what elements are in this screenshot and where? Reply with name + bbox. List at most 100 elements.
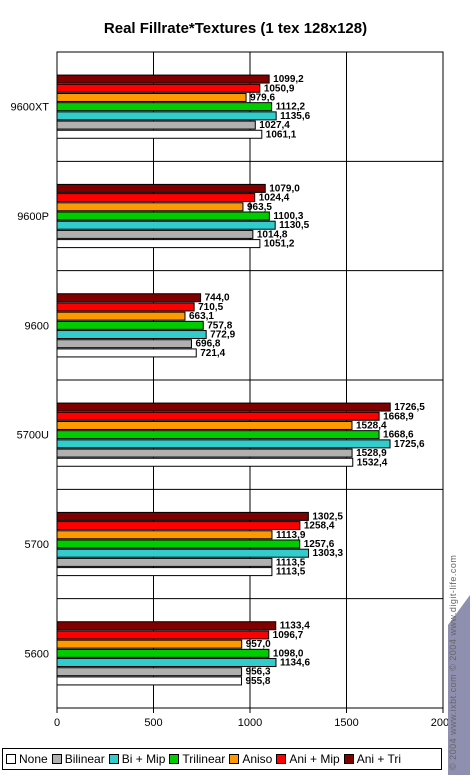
data-label: 1303,3 [313, 548, 344, 559]
legend-label: Ani + Mip [289, 752, 340, 766]
bar [56, 457, 354, 467]
x-tick-label: 1500 [334, 717, 358, 729]
legend-label: Aniso [242, 752, 273, 766]
bar [56, 74, 270, 84]
category-label: 5700U [17, 430, 49, 442]
legend-label: Bi + Mip [121, 752, 166, 766]
data-label: 1257,6 [304, 539, 335, 550]
bar [56, 648, 270, 658]
data-label: 1113,5 [276, 557, 306, 568]
bar [56, 448, 353, 458]
data-label: 772,9 [210, 330, 235, 341]
legend-item: Trilinear [169, 752, 225, 766]
data-label: 710,5 [198, 302, 223, 313]
bar [56, 229, 254, 239]
data-label: 963,5 [247, 202, 272, 213]
data-label: 1668,9 [383, 411, 414, 422]
legend-label: Trilinear [182, 752, 226, 766]
bar [56, 220, 276, 230]
bar [56, 129, 263, 139]
bar [56, 193, 256, 203]
legend: None Bilinear Bi + Mip Trilinear Aniso Ani + … [2, 748, 442, 770]
bar [56, 330, 207, 340]
bar [56, 539, 301, 549]
data-label: 663,1 [189, 311, 214, 322]
data-label: 955,8 [245, 676, 270, 687]
bar [56, 339, 192, 349]
data-label: 1258,4 [304, 521, 335, 532]
data-label: 957,0 [246, 639, 271, 650]
bar [56, 658, 277, 668]
bar [56, 511, 309, 521]
data-label: 1134,6 [280, 658, 310, 669]
category-label: 9600 [25, 320, 49, 332]
bar [56, 293, 202, 303]
data-label: 1528,4 [356, 420, 387, 431]
data-label: 1096,7 [273, 630, 304, 641]
bar [56, 530, 273, 540]
data-label: 1532,4 [357, 457, 388, 468]
bar [56, 120, 256, 130]
data-label: 744,0 [205, 293, 230, 304]
chart-title: Real Fillrate*Textures (1 tex 128x128) [103, 20, 368, 37]
bar [56, 111, 277, 121]
bar [56, 639, 243, 649]
bar [56, 211, 270, 221]
bar [56, 311, 186, 321]
category-label: 9600P [17, 211, 49, 223]
legend-swatch [276, 754, 287, 764]
legend-item: Bilinear [51, 752, 105, 766]
legend-swatch [6, 754, 16, 764]
legend-item: Ani + Tri [343, 752, 402, 766]
bar [56, 92, 247, 102]
data-label: 1027,4 [259, 120, 290, 131]
data-label: 1113,5 [276, 567, 306, 578]
bar [56, 411, 380, 421]
data-label: 1133,4 [280, 621, 310, 632]
bar [56, 202, 244, 212]
category-label: 5600 [25, 648, 49, 660]
data-label: 1024,4 [259, 193, 290, 204]
category-label: 9600XT [10, 102, 49, 114]
data-label: 757,8 [207, 320, 232, 331]
data-label: 956,3 [246, 667, 271, 678]
bar [56, 630, 270, 640]
data-label: 1112,2 [276, 102, 306, 113]
category-label: 5700 [25, 539, 49, 551]
legend-item: Aniso [229, 752, 272, 766]
x-tick-label: 0 [54, 717, 60, 729]
bar [56, 183, 266, 193]
bar [56, 557, 273, 567]
watermark-text: © 2004 www.ixbt.com © 2004 www.digit-lif… [448, 554, 458, 770]
data-label: 1100,3 [273, 211, 303, 222]
bar [56, 83, 261, 93]
bar [56, 548, 310, 558]
bar [56, 420, 353, 430]
bar [56, 402, 391, 412]
data-label: 721,4 [200, 348, 225, 359]
bar [56, 621, 277, 631]
legend-item: None [6, 752, 48, 766]
bar [56, 348, 197, 358]
data-label: 1050,9 [264, 83, 295, 94]
data-label: 1061,1 [266, 129, 297, 140]
x-tick-label: 500 [144, 717, 162, 729]
data-label: 1113,9 [276, 530, 306, 541]
data-label: 1130,5 [279, 220, 309, 231]
data-label: 1302,5 [312, 511, 343, 522]
bar [56, 302, 195, 312]
legend-label: Ani + Tri [356, 752, 402, 766]
legend-item: Ani + Mip [276, 752, 340, 766]
data-label: 1051,2 [264, 239, 295, 250]
bar [56, 567, 273, 577]
bar [56, 102, 273, 112]
bar [56, 439, 391, 449]
watermark-shape [448, 595, 470, 775]
legend-swatch [169, 754, 180, 764]
legend-item: Bi + Mip [108, 752, 166, 766]
data-label: 1725,6 [394, 439, 425, 450]
data-label: 1726,5 [394, 402, 425, 413]
legend-label: None [19, 752, 48, 766]
data-label: 1668,6 [383, 430, 414, 441]
